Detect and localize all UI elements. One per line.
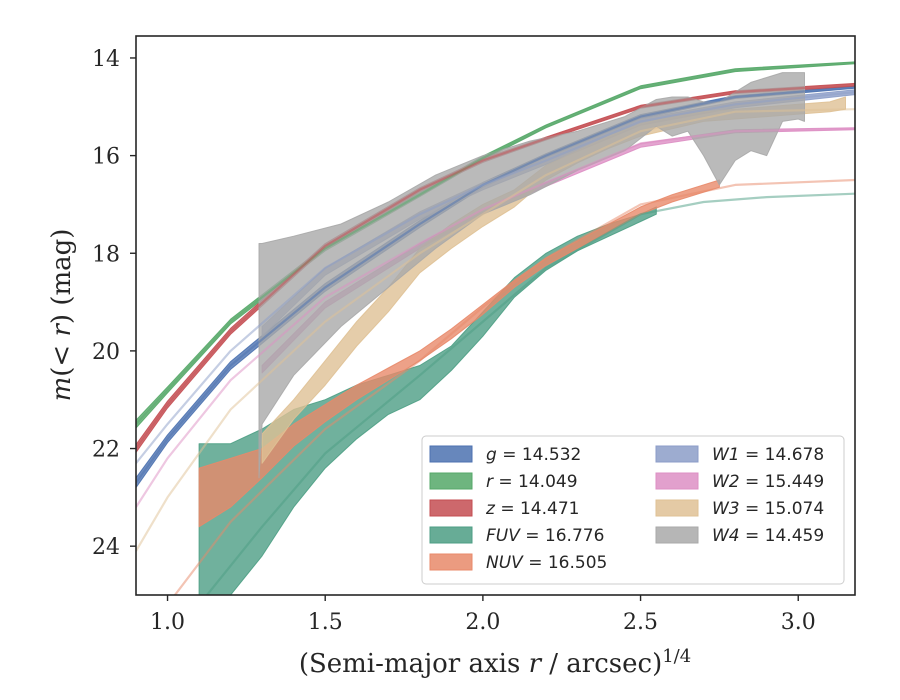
y-axis-label: m(< r) (mag) [47,229,77,402]
legend-swatch-g [429,445,473,463]
legend-label-z: z = 14.471 [485,499,579,519]
legend-swatch-fuv [429,526,473,544]
y-tick-label: 20 [92,340,120,365]
lines-layer [136,61,855,595]
x-tick-label: 2.0 [465,610,500,635]
series-w3-extrapolation-line [136,108,855,552]
series-fuv-extrapolation-line [205,192,855,595]
legend-swatch-z [429,499,473,517]
y-tick-label: 24 [92,535,120,560]
legend-label-w3: W3 = 15.074 [712,499,824,519]
plot-area [136,61,855,595]
x-tick-label: 1.0 [150,610,185,635]
series-g-extrapolation-line [136,86,855,484]
y-tick-label: 16 [92,145,120,170]
x-axis-label: (Semi-major axis r / arcsec)1/4 [299,646,691,679]
legend-label-w2: W2 = 15.449 [712,472,824,492]
legend-swatch-w1 [655,445,699,463]
legend-label-w4: W4 = 14.459 [712,526,824,546]
legend-label-w1: W1 = 14.678 [712,445,824,465]
series-z-extrapolation-line [136,83,855,450]
y-axis: 14 16 18 20 22 24 [92,47,136,560]
series-w1-extrapolation-line [136,91,855,464]
plot-frame [135,35,856,596]
legend-label-r: r = 14.049 [486,472,578,492]
x-tick-label: 1.5 [308,610,343,635]
y-tick-label: 22 [92,438,120,463]
legend-swatch-w2 [655,472,699,490]
legend-swatch-r [429,472,473,490]
series-r-extrapolation-line [136,61,855,425]
legend-swatch-w3 [655,499,699,517]
legend: g = 14.532 r = 14.049 z = 14.471 FUV = 16.7… [421,435,845,585]
legend-label-g: g = 14.532 [486,445,581,465]
legend-swatch-w4 [655,526,699,544]
legend-label-fuv: FUV = 16.776 [486,526,604,546]
legend-label-nuv: NUV = 16.505 [486,553,607,573]
series-w2-extrapolation-line [136,127,855,508]
x-axis: 1.0 1.5 2.0 2.5 3.0 [150,595,816,635]
legend-swatch-nuv [429,553,473,571]
y-tick-label: 18 [92,242,120,267]
x-tick-label: 3.0 [781,610,816,635]
series-nuv-extrapolation-line [173,178,855,595]
y-tick-label: 14 [92,47,120,72]
legend-box [421,435,845,585]
x-tick-label: 2.5 [623,610,658,635]
